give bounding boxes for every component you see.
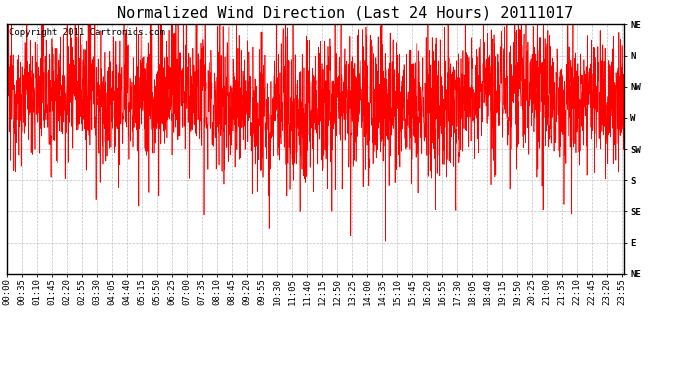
Text: Copyright 2011 Cartronics.com: Copyright 2011 Cartronics.com	[9, 28, 165, 37]
Text: Normalized Wind Direction (Last 24 Hours) 20111017: Normalized Wind Direction (Last 24 Hours…	[117, 6, 573, 21]
